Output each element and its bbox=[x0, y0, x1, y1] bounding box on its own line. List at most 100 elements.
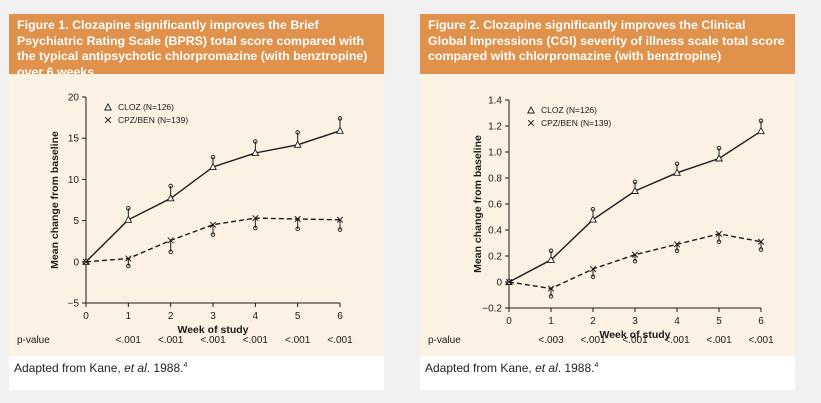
p-value: <.001 bbox=[116, 335, 142, 346]
data-point-cpz-ben bbox=[82, 258, 90, 265]
y-tick-label: 1.2 bbox=[488, 122, 502, 133]
legend-label: CLOZ (N=126) bbox=[118, 102, 174, 112]
x-tick-label: 2 bbox=[168, 311, 174, 322]
legend-label: CPZ/BEN (N=139) bbox=[118, 115, 188, 125]
x-tick-label: 3 bbox=[632, 316, 638, 327]
y-tick-label: 1.4 bbox=[488, 96, 502, 107]
data-point-cpz-ben bbox=[294, 215, 301, 223]
p-value: <.001 bbox=[158, 335, 184, 346]
error-bar-cap bbox=[548, 248, 554, 254]
data-point-cloz bbox=[251, 148, 260, 156]
data-point-cpz-ben bbox=[757, 238, 765, 245]
y-tick-label: −0.2 bbox=[482, 304, 502, 315]
legend-label: CPZ/BEN (N=139) bbox=[541, 118, 611, 128]
error-bar-cap bbox=[253, 139, 258, 144]
error-bar-cap bbox=[590, 274, 596, 280]
error-bar-cap bbox=[674, 161, 680, 166]
x-tick-label: 5 bbox=[716, 316, 722, 327]
x-tick-label: 0 bbox=[83, 311, 89, 322]
legend-marker-cloz bbox=[104, 103, 112, 111]
figure-2-plot-area bbox=[420, 74, 795, 356]
x-tick-label: 6 bbox=[758, 316, 764, 327]
p-value: <.001 bbox=[664, 335, 690, 346]
data-point-cpz-ben bbox=[589, 265, 597, 273]
error-bar-cap bbox=[337, 116, 343, 121]
y-tick-label: 0.8 bbox=[488, 174, 502, 185]
error-bar-cap bbox=[758, 247, 764, 252]
data-point-cpz-ben bbox=[547, 285, 555, 292]
p-value: <.003 bbox=[538, 335, 564, 346]
x-tick-label: 4 bbox=[674, 316, 680, 327]
data-point-cloz bbox=[166, 193, 175, 202]
p-value: <.001 bbox=[580, 335, 606, 346]
data-point-cloz bbox=[336, 126, 344, 134]
x-tick-label: 1 bbox=[126, 311, 132, 322]
error-bar-cap bbox=[295, 130, 300, 135]
figure-2-panel: Figure 2. Clozapine significantly improv… bbox=[420, 14, 795, 390]
x-tick-label: 3 bbox=[210, 311, 216, 322]
error-bar-cap bbox=[590, 206, 596, 212]
series-line-cloz bbox=[85, 130, 341, 263]
data-point-cloz bbox=[293, 140, 302, 148]
figure-2-chart: −0.2 0 0.2 0.4 0.6 0.8 1.0 1.2 1.4 0 1 2 3 4 5 6 Week of… bbox=[428, 96, 774, 347]
data-point-cloz bbox=[124, 215, 133, 223]
data-point-cpz-ben bbox=[209, 221, 217, 228]
data-point-cloz bbox=[631, 186, 639, 194]
figure-1-panel: Figure 1. Clozapine significantly improv… bbox=[9, 14, 384, 390]
error-bar-cap bbox=[548, 294, 554, 299]
data-point-cloz bbox=[589, 215, 597, 223]
legend-marker-cpz-ben bbox=[104, 116, 112, 124]
error-bar-cap bbox=[210, 232, 216, 237]
error-bar-cap bbox=[168, 249, 173, 255]
data-point-cloz bbox=[673, 168, 681, 176]
x-axis-label: Week of study bbox=[178, 324, 249, 336]
data-point-cloz bbox=[715, 154, 723, 162]
data-point-cpz-ben bbox=[167, 237, 174, 244]
data-point-cpz-ben bbox=[505, 278, 513, 286]
y-tick-label: 5 bbox=[73, 216, 79, 227]
x-tick-label: 6 bbox=[337, 311, 343, 322]
y-tick-label: 0.4 bbox=[488, 226, 502, 237]
x-tick-label: 4 bbox=[253, 311, 259, 322]
figure-1-title: Figure 1. Clozapine significantly improv… bbox=[9, 14, 384, 79]
x-axis-label: Week of study bbox=[600, 329, 671, 341]
error-bar-cap bbox=[126, 263, 131, 269]
y-tick-label: 0.2 bbox=[488, 252, 502, 263]
p-value-label: p-value bbox=[428, 335, 461, 346]
p-value: <.001 bbox=[327, 335, 353, 346]
error-bar-cap bbox=[758, 118, 764, 124]
figure-2-title: Figure 2. Clozapine significantly improv… bbox=[420, 14, 795, 74]
error-bar-cap bbox=[210, 154, 216, 160]
x-tick-label: 1 bbox=[548, 316, 554, 327]
error-bar-cap bbox=[337, 227, 343, 232]
error-bar-cap bbox=[632, 179, 638, 185]
y-tick-label: 20 bbox=[68, 93, 80, 104]
series-line-cpz-ben bbox=[508, 233, 762, 290]
data-point-cloz bbox=[547, 255, 555, 263]
p-value: <.001 bbox=[285, 335, 311, 346]
x-tick-label: 2 bbox=[590, 316, 596, 327]
x-tick-label: 5 bbox=[295, 311, 301, 322]
data-point-cpz-ben bbox=[336, 216, 344, 223]
p-value: <.001 bbox=[706, 335, 732, 346]
y-axis-label: Mean change from baseline bbox=[472, 135, 484, 273]
legend-marker-cpz-ben bbox=[527, 119, 535, 127]
data-point-cpz-ben bbox=[715, 230, 723, 238]
y-tick-label: 10 bbox=[68, 175, 80, 186]
figure-1-caption: Adapted from Kane, et al. 1988.4 bbox=[14, 361, 188, 375]
error-bar-cap bbox=[674, 248, 680, 254]
legend-label: CLOZ (N=126) bbox=[541, 105, 597, 115]
data-point-cloz bbox=[757, 126, 765, 135]
data-point-cpz-ben bbox=[252, 214, 259, 222]
legend-marker-cloz bbox=[527, 106, 535, 114]
y-axis-label: Mean change from baseline bbox=[49, 131, 61, 269]
p-value: <.001 bbox=[243, 335, 269, 346]
data-point-cpz-ben bbox=[125, 255, 132, 262]
error-bar-cap bbox=[295, 226, 300, 232]
p-value: <.001 bbox=[200, 335, 226, 346]
error-bar-cap bbox=[126, 205, 131, 211]
p-value-label: p-value bbox=[17, 335, 50, 346]
error-bar-cap bbox=[168, 183, 173, 189]
error-bar-cap bbox=[716, 239, 722, 244]
